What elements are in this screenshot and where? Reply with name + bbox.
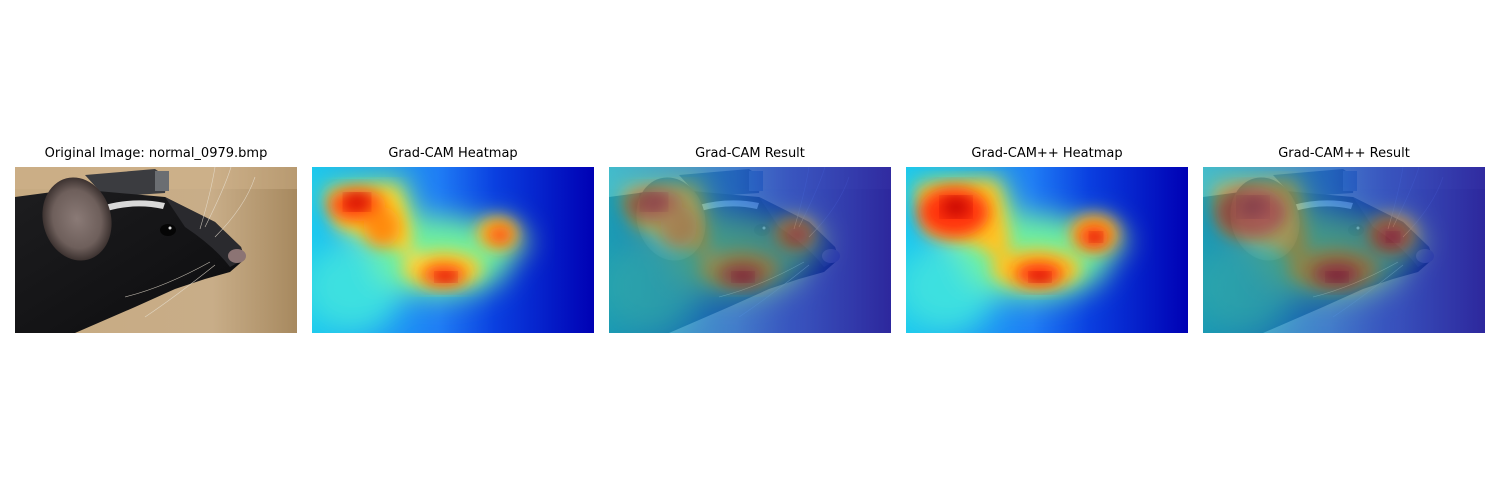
gradcampp-heatmap-image bbox=[906, 167, 1188, 333]
gradcam-heatmap-image bbox=[312, 167, 594, 333]
gradcampp-result-image bbox=[1203, 167, 1485, 333]
panel-title: Grad-CAM++ Result bbox=[1163, 146, 1500, 162]
gradcam-result-image bbox=[609, 167, 891, 333]
original-mouse-image bbox=[15, 167, 297, 333]
